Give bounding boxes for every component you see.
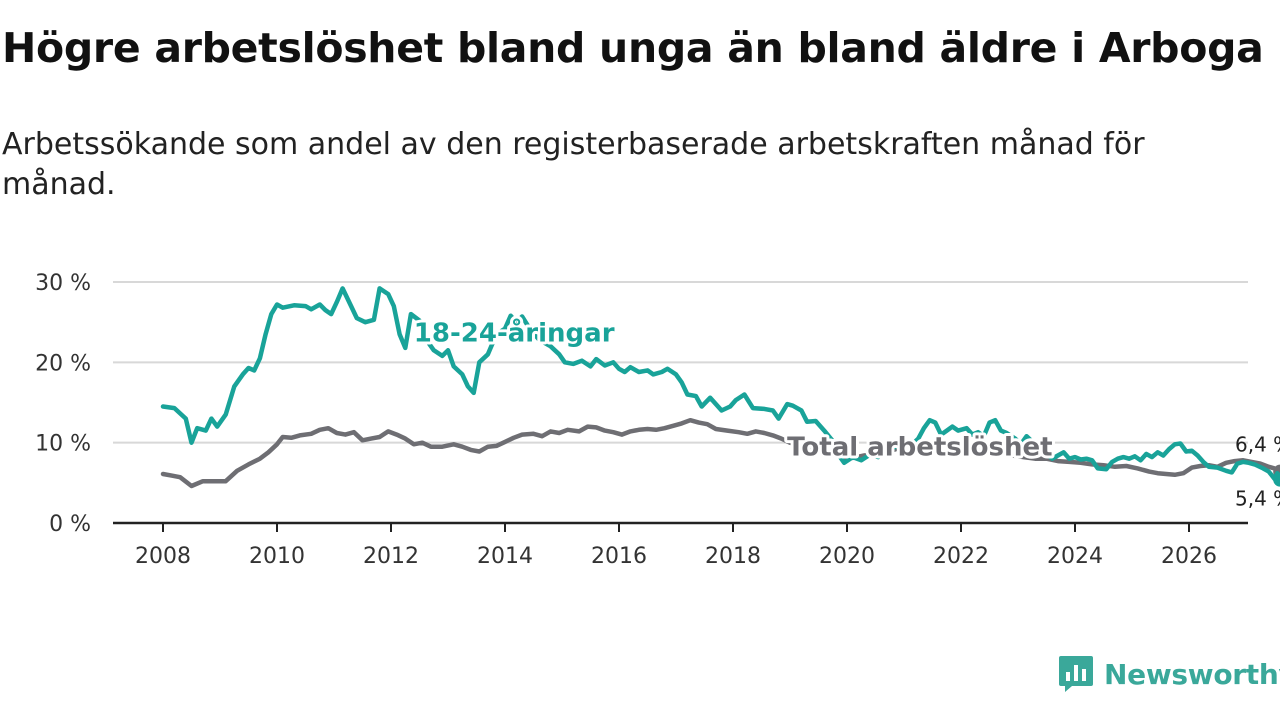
y-tick-label: 20 % bbox=[35, 351, 91, 376]
series-label-youth: 18-24-åringar bbox=[414, 316, 615, 348]
y-tick-label: 0 % bbox=[49, 512, 91, 537]
newsworthy-logo-icon bbox=[1059, 656, 1093, 692]
series-labels: 18-24-åringar 5,4 % Total arbetslöshet 6,4 … bbox=[411, 313, 1280, 511]
series-label-total: Total arbetslöshet bbox=[787, 433, 1052, 463]
x-axis: 2008 2010 2012 2014 2016 2018 2020 2022 2024 2026 bbox=[113, 521, 1248, 569]
series-lines bbox=[160, 286, 1280, 489]
x-tick-label: 2020 bbox=[819, 544, 875, 569]
chart-subtitle: Arbetssökande som andel av den registerb… bbox=[2, 127, 1145, 202]
x-tick-label: 2014 bbox=[477, 544, 533, 569]
x-tick-label: 2018 bbox=[705, 544, 761, 569]
y-tick-label: 10 % bbox=[35, 432, 91, 457]
newsworthy-logo: Newsworthy bbox=[1058, 655, 1280, 693]
x-tick-label: 2024 bbox=[1047, 544, 1103, 569]
series-end-value: 6,4 % bbox=[1235, 433, 1280, 457]
x-tick-label: 2016 bbox=[591, 544, 647, 569]
y-tick-label: 30 % bbox=[35, 271, 91, 296]
x-tick-label: 2012 bbox=[363, 544, 419, 569]
series-end-value: 5,4 % bbox=[1235, 487, 1280, 511]
x-tick-label: 2008 bbox=[135, 544, 191, 569]
chart-title: Högre arbetslöshet bland unga än bland ä… bbox=[2, 24, 1264, 72]
gridlines bbox=[113, 281, 1248, 444]
x-tick-label: 2026 bbox=[1161, 544, 1217, 569]
y-axis-ticks: 0 % 10 % 20 % 30 % bbox=[35, 271, 91, 537]
series-end-dot bbox=[1273, 472, 1280, 487]
x-tick-label: 2022 bbox=[933, 544, 989, 569]
line-chart: 0 % 10 % 20 % 30 % 2008 2010 2012 2014 2016 2018… bbox=[35, 271, 1280, 569]
x-tick-label: 2010 bbox=[249, 544, 305, 569]
series-line-total bbox=[160, 417, 1280, 489]
brand-name: Newsworthy bbox=[1104, 657, 1280, 691]
series-line-youth bbox=[160, 286, 1280, 482]
